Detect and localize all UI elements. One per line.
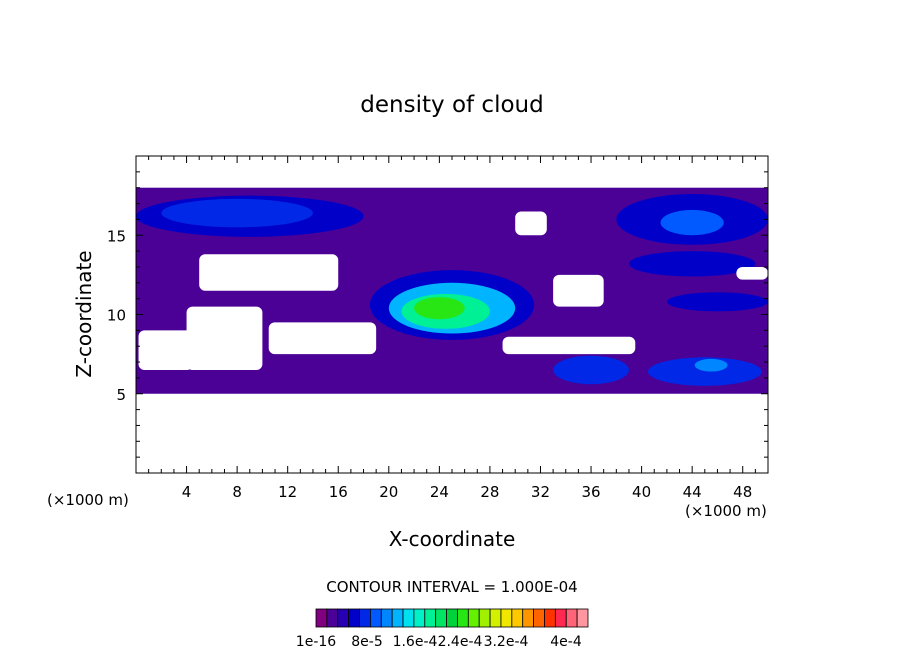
x-tick-label: 24 <box>430 483 449 501</box>
x-tick-label: 40 <box>632 483 651 501</box>
x-tick-label: 36 <box>581 483 600 501</box>
contour-interval-label: CONTOUR INTERVAL = 1.000E-04 <box>326 578 577 596</box>
colorbar-tick-label: 1.6e-4 <box>393 634 438 650</box>
cloud-cell-10 <box>414 297 465 320</box>
colorbar-swatch <box>544 608 556 628</box>
y-tick-label: 10 <box>107 307 126 325</box>
colorbar-swatch <box>369 608 382 628</box>
x-tick-label: 48 <box>733 483 752 501</box>
colorbar-swatch <box>467 608 480 628</box>
colorbar-labels: 1e-16 8e-5 1.6e-4 2.4e-4 3.2e-4 4e-4 <box>296 634 582 650</box>
colorbar-swatch <box>522 608 534 628</box>
colorbar-tick-label: 4e-4 <box>550 634 582 650</box>
colorbar-swatch <box>500 608 513 628</box>
x-tick-label: 28 <box>480 483 499 501</box>
colorbar-tick-label: 3.2e-4 <box>484 634 529 650</box>
colorbar <box>315 608 589 628</box>
clear-region-1 <box>199 254 339 291</box>
colorbar-tick-label: 8e-5 <box>351 634 382 650</box>
colorbar-swatch <box>435 608 447 628</box>
y-tick-label: 5 <box>116 386 126 404</box>
x-tick-label: 8 <box>232 483 242 501</box>
colorbar-swatch <box>511 608 524 628</box>
colorbar-swatch <box>315 608 328 628</box>
cloud-cell-11 <box>553 355 629 385</box>
cloud-cell-5 <box>628 251 756 277</box>
colorbar-swatch <box>413 608 426 628</box>
y-axis-label: Z-coordinate <box>72 250 96 377</box>
colorbar-swatch <box>380 608 393 628</box>
colorbar-swatch <box>337 608 350 628</box>
cloud-cell-2 <box>161 198 313 228</box>
cloud-cell-4 <box>660 209 724 236</box>
colorbar-swatch <box>424 608 437 628</box>
x-axis-unit-left: (×1000 m) <box>47 491 129 509</box>
colorbar-swatch <box>533 608 545 628</box>
clear-region-2 <box>186 306 263 370</box>
contour-field <box>136 187 768 394</box>
x-tick-label: 32 <box>531 483 550 501</box>
colorbar-swatch <box>391 608 404 628</box>
x-axis-label: X-coordinate <box>389 527 516 551</box>
x-tick-label: 12 <box>278 483 297 501</box>
x-tick-label: 4 <box>182 483 192 501</box>
cloud-cell-6 <box>666 292 768 312</box>
x-tick-label: 16 <box>329 483 348 501</box>
y-tick-label: 15 <box>107 227 126 245</box>
colorbar-tick-label: 2.4e-4 <box>438 634 483 650</box>
colorbar-swatch <box>478 608 491 628</box>
colorbar-tick-label: 1e-16 <box>296 634 336 650</box>
x-axis: 4 8 12 16 20 24 28 32 36 40 44 48 <box>148 156 756 501</box>
clear-region-0 <box>138 330 193 370</box>
clear-region-4 <box>553 274 604 307</box>
x-tick-label: 44 <box>683 483 702 501</box>
colorbar-swatch <box>565 608 578 628</box>
clear-region-7 <box>736 266 768 280</box>
colorbar-swatch <box>576 608 589 628</box>
colorbar-swatch <box>402 608 415 628</box>
clear-region-5 <box>502 336 636 355</box>
colorbar-swatch <box>359 608 371 628</box>
colorbar-swatch <box>326 608 339 628</box>
chart-title: density of cloud <box>360 92 543 118</box>
colorbar-swatch <box>348 608 360 628</box>
colorbar-swatch <box>446 608 458 628</box>
colorbar-swatch <box>489 608 502 628</box>
colorbar-swatch <box>554 608 567 628</box>
x-axis-unit-right: (×1000 m) <box>685 502 767 520</box>
x-tick-label: 20 <box>379 483 398 501</box>
y-axis: 5 10 15 <box>107 171 768 458</box>
clear-region-3 <box>268 322 377 355</box>
clear-region-6 <box>515 211 547 236</box>
colorbar-swatch <box>457 608 469 628</box>
cloud-cell-12 <box>647 357 762 386</box>
cloud-cell-13 <box>694 358 728 372</box>
